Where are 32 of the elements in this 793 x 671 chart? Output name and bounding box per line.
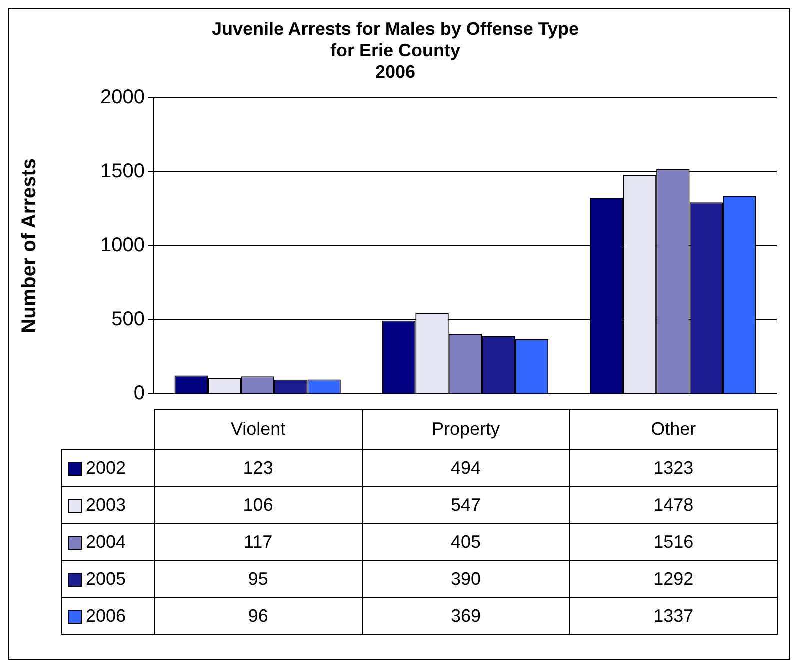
data-label: 96 [154, 598, 362, 634]
legend-label: 2006 [62, 598, 154, 634]
data-label: 1323 [570, 450, 778, 486]
y-tick-label: 500 [112, 308, 145, 330]
data-label: 1337 [570, 598, 778, 634]
y-tick-label: 2000 [100, 86, 145, 108]
legend-label: 2004 [62, 524, 154, 560]
legend-label: 2003 [62, 486, 154, 524]
y-tick-label: 1500 [100, 160, 145, 182]
data-label: 494 [362, 450, 570, 486]
data-label: 547 [362, 486, 570, 524]
data-label: 117 [154, 524, 362, 560]
data-label: 405 [362, 524, 570, 560]
x-tick-label: Other [570, 410, 778, 450]
x-tick-label: Violent [154, 410, 362, 450]
legend-label: 2002 [62, 450, 154, 486]
y-tick-label: 0 [134, 382, 145, 405]
data-label: 1516 [570, 524, 778, 560]
data-label: 123 [154, 450, 362, 486]
y-tick-label: 1000 [100, 234, 145, 256]
text: Juvenile Arrests for Males by Offense Type [212, 18, 580, 39]
data-label: 369 [362, 598, 570, 634]
data-label: 1478 [570, 486, 778, 524]
y-axis-title: Number of Arrests [18, 158, 41, 334]
data-label: 106 [154, 486, 362, 524]
legend-label: 2005 [62, 560, 154, 598]
data-label: 95 [154, 560, 362, 598]
x-tick-label: Property [362, 410, 570, 450]
data-label: 1292 [570, 560, 778, 598]
text: for Erie County [330, 40, 461, 60]
text: 2006 [375, 62, 416, 82]
data-label: 390 [362, 560, 570, 598]
